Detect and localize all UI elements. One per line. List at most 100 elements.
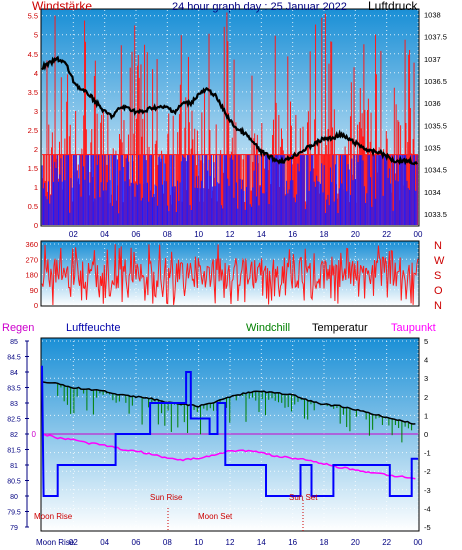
humidity-tick-label: 83	[10, 401, 18, 408]
wind-direction-series	[41, 244, 419, 306]
wind-tick-label: 2.5	[28, 126, 38, 135]
compass-letter: W	[434, 255, 445, 267]
temperature-tick-label: 5	[424, 337, 428, 346]
wind-tick-label: 3.5	[28, 88, 38, 97]
time-tick-label: 20	[351, 230, 360, 239]
bottom-time-tick-label: 22	[382, 538, 391, 547]
rain-label: Regen	[2, 322, 34, 334]
temperature-tick-label: -2	[424, 467, 431, 476]
humidity-tick-label: 83.5	[7, 386, 21, 393]
pressure-tick-label: 1036	[424, 99, 441, 108]
compass-letter: N	[434, 300, 442, 312]
wind-tick-label: 5	[34, 31, 38, 40]
temperature-tick-label: -3	[424, 486, 431, 495]
bottom-time-tick-label: 16	[288, 538, 297, 547]
bottom-time-tick-label: 14	[257, 538, 266, 547]
compass-letter: O	[434, 285, 443, 297]
wind-tick-label: 4	[34, 69, 38, 78]
bottom-time-tick-label: 06	[132, 538, 141, 547]
bottom-time-tick-label: 02	[69, 538, 78, 547]
time-tick-label: 10	[194, 230, 203, 239]
humidity-tick-label: 84.5	[7, 355, 21, 362]
wind-tick-label: 1.5	[28, 164, 38, 173]
compass-letter: S	[434, 270, 441, 282]
temperature-tick-label: -1	[424, 449, 431, 458]
time-tick-label: 08	[163, 230, 172, 239]
temperature-tick-label: 0	[424, 430, 428, 439]
wind-tick-label: 5.5	[28, 12, 38, 21]
moon-set-label: Moon Set	[198, 512, 233, 521]
wind-speed-bars	[41, 12, 419, 225]
rain-zero-label: 0	[32, 430, 37, 439]
pressure-line	[41, 55, 418, 166]
wind-tick-label: 1	[34, 183, 38, 192]
humidity-tick-label: 85	[10, 339, 18, 346]
direction-tick-label: 360	[25, 240, 38, 249]
humidity-tick-label: 80.5	[7, 479, 21, 486]
humidity-tick-label: 84	[10, 370, 18, 377]
dewpoint-series-line	[41, 433, 416, 480]
compass-letter: N	[434, 240, 442, 252]
wind-tick-label: 0	[34, 221, 38, 230]
sun-set-label: Sun Set	[289, 493, 318, 502]
top-axes: 0 0.5 1 1.5 2 2.5 3 3.5 4 4.5 5 5.5 1033.5 1034 1034.5…	[28, 10, 447, 239]
direction-tick-label: 0	[34, 301, 38, 310]
direction-tick-label: 180	[25, 271, 38, 280]
pressure-tick-label: 1036.5	[424, 77, 447, 86]
moon-rise-label: Moon Rise	[34, 512, 73, 521]
humidity-tick-label: 82.5	[7, 417, 21, 424]
time-tick-label: 06	[132, 230, 141, 239]
wind-tick-label: 2	[34, 145, 38, 154]
temperature-tick-label: 2	[424, 393, 428, 402]
bottom-time-tick-label: 18	[320, 538, 329, 547]
bottom-time-tick-label: 08	[163, 538, 172, 547]
humidity-tick-label: 79.5	[7, 510, 21, 517]
humidity-tick-label: 81	[10, 463, 18, 470]
time-tick-label: 16	[288, 230, 297, 239]
pressure-tick-label: 1033.5	[424, 210, 447, 219]
humidity-tick-label: 82	[10, 432, 18, 439]
humidity-tick-label: 80	[10, 494, 18, 501]
time-tick-label: 04	[100, 230, 109, 239]
time-tick-label: 14	[257, 230, 266, 239]
wind-axis-title: Windstärke	[32, 0, 92, 13]
wind-direction-line	[41, 244, 419, 306]
pressure-tick-label: 1038	[424, 10, 441, 19]
windchill-label: Windchill	[246, 322, 290, 334]
temp-humidity-lines	[41, 365, 418, 497]
wind-tick-label: 3	[34, 107, 38, 116]
bottom-time-tick-label: 20	[351, 538, 360, 547]
pressure-tick-label: 1035	[424, 143, 441, 152]
chart-title: 24 hour graph day : 25 Januar 2022	[172, 1, 347, 13]
pressure-series-line	[41, 55, 418, 166]
direction-tick-label: 270	[25, 255, 38, 264]
temperature-label: Temperatur	[312, 322, 368, 334]
temperature-tick-label: -5	[424, 523, 431, 532]
pressure-axis-title: Luftdruck	[368, 0, 418, 13]
pressure-tick-label: 1034	[424, 188, 441, 197]
moon-rise-bottom-label: Moon Rise	[36, 538, 75, 547]
wind-tick-label: 4.5	[28, 50, 38, 59]
temperature-tick-label: 4	[424, 356, 428, 365]
bottom-axes: 79 79.5 80 80.5 81 81.5 82 82.5 83 83.5 84 84.5 85 0 -…	[7, 337, 430, 547]
wind-tick-label: 0.5	[28, 202, 38, 211]
bottom-time-tick-label: 10	[194, 538, 203, 547]
bottom-time-tick-label: 04	[100, 538, 109, 547]
humidity-label: Luftfeuchte	[66, 322, 120, 334]
time-tick-label: 02	[69, 230, 78, 239]
direction-tick-label: 90	[30, 286, 38, 295]
humidity-tick-label: 79	[10, 525, 18, 532]
bottom-time-tick-label: 12	[226, 538, 235, 547]
temperature-tick-label: -4	[424, 504, 431, 513]
temperature-series-line	[41, 381, 416, 425]
bottom-time-tick-label: 00	[414, 538, 423, 547]
temperature-tick-label: 1	[424, 411, 428, 420]
temperature-tick-label: 3	[424, 374, 428, 383]
pressure-tick-label: 1037.5	[424, 33, 447, 42]
time-tick-label: 18	[320, 230, 329, 239]
humidity-series-line	[41, 365, 418, 497]
dewpoint-label: Taupunkt	[391, 322, 436, 334]
